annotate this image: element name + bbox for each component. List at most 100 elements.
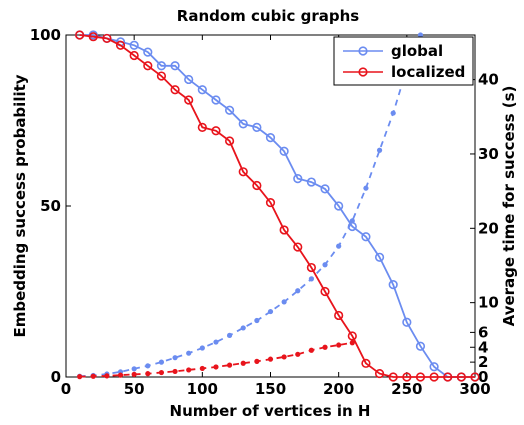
data-point-localized-probability: [156, 71, 167, 81]
x-axis-label: Number of vertices in H: [170, 402, 371, 420]
y-left-tick-label: 100: [30, 26, 61, 44]
data-point-localized-probability: [334, 310, 344, 321]
y-right-tick-label: 30: [478, 145, 499, 163]
data-point-localized-time: [322, 344, 328, 350]
series-line-localized-probability: [79, 34, 475, 378]
data-point-global-time: [254, 317, 260, 324]
data-point-localized-probability: [197, 122, 207, 132]
data-point-global-probability: [415, 341, 426, 351]
legend-marker-global: [358, 46, 368, 56]
data-point-global-time: [213, 339, 219, 345]
data-point-global-probability: [361, 232, 371, 242]
x-tick-label: 100: [187, 380, 218, 398]
data-point-global-time: [281, 299, 287, 305]
x-tick-label: 150: [255, 380, 286, 398]
data-point-global-probability: [252, 122, 262, 132]
data-point-global-time: [349, 218, 355, 224]
data-point-global-probability: [129, 40, 139, 50]
data-point-localized-time: [267, 356, 274, 362]
y-right-tick-label: 6: [478, 323, 488, 341]
data-point-global-probability: [388, 280, 398, 290]
data-point-localized-probability: [252, 180, 262, 191]
data-point-localized-time: [104, 373, 110, 379]
data-point-global-time: [308, 276, 314, 282]
data-point-localized-probability: [415, 372, 426, 382]
data-point-localized-probability: [374, 368, 385, 379]
x-tick-label: 0: [61, 380, 71, 398]
data-point-localized-time: [336, 342, 342, 348]
data-point-localized-probability: [470, 372, 480, 382]
y-right-tick-label: 40: [478, 71, 499, 89]
data-point-localized-probability: [238, 167, 248, 177]
data-point-global-probability: [429, 362, 439, 372]
data-point-global-time: [158, 359, 165, 365]
data-point-global-time: [363, 185, 369, 191]
x-tick-label: 200: [323, 380, 354, 398]
data-point-localized-probability: [115, 40, 126, 50]
data-point-global-probability: [279, 146, 289, 156]
data-point-localized-time: [117, 372, 124, 378]
data-point-global-time: [295, 288, 301, 294]
data-point-localized-probability: [402, 372, 412, 382]
data-point-localized-time: [145, 371, 151, 377]
data-point-localized-probability: [102, 33, 112, 44]
data-point-global-time: [267, 308, 274, 315]
data-point-localized-probability: [88, 32, 98, 42]
data-point-localized-time: [199, 365, 205, 372]
legend-label-global: global: [391, 42, 443, 60]
data-point-global-probability: [211, 95, 221, 105]
data-point-global-probability: [170, 61, 180, 71]
data-point-global-time: [390, 110, 396, 116]
data-point-localized-probability: [320, 286, 330, 297]
data-point-localized-probability: [456, 372, 466, 382]
data-point-global-time: [186, 350, 192, 356]
data-point-global-time: [336, 243, 342, 249]
data-point-localized-time: [90, 373, 96, 379]
data-point-localized-time: [295, 351, 301, 357]
data-point-global-probability: [265, 133, 276, 143]
data-point-localized-probability: [170, 85, 180, 95]
y-right-tick-label: 0: [478, 368, 488, 386]
y-left-tick-label: 0: [51, 368, 61, 386]
data-point-localized-probability: [225, 136, 235, 146]
data-point-localized-probability: [306, 262, 317, 273]
data-point-localized-time: [186, 367, 192, 373]
y-left-tick-label: 50: [40, 197, 61, 215]
legend-box: [333, 36, 474, 86]
y-axis-right-label: Average time for success (s): [500, 86, 518, 327]
data-point-localized-time: [254, 358, 260, 364]
data-point-global-probability: [374, 252, 385, 262]
data-point-global-probability: [143, 47, 153, 57]
y-right-tick-label: 20: [478, 219, 499, 237]
data-point-localized-probability: [361, 358, 371, 368]
data-point-global-probability: [306, 177, 317, 187]
data-point-global-probability: [334, 201, 344, 211]
data-point-localized-time: [281, 354, 287, 360]
data-point-global-probability: [320, 184, 330, 194]
data-point-localized-probability: [429, 372, 439, 382]
data-point-localized-time: [213, 364, 219, 370]
data-point-localized-probability: [211, 126, 221, 136]
data-point-global-time: [145, 363, 151, 369]
data-point-global-probability: [156, 61, 167, 71]
data-point-localized-probability: [279, 225, 289, 235]
data-point-global-time: [417, 32, 424, 38]
series-layer: [75, 30, 480, 382]
legend: global localized: [333, 36, 474, 86]
data-point-localized-probability: [443, 372, 453, 382]
data-point-localized-probability: [388, 372, 398, 382]
data-point-localized-probability: [184, 95, 194, 105]
data-point-localized-time: [240, 360, 246, 366]
data-point-global-time: [376, 147, 383, 153]
data-point-global-probability: [238, 119, 248, 129]
data-point-localized-time: [131, 371, 137, 377]
data-point-localized-probability: [293, 242, 303, 252]
chart-title: Random cubic graphs: [177, 7, 359, 25]
x-tick-label: 250: [391, 380, 422, 398]
data-point-global-probability: [197, 85, 207, 95]
data-point-localized-probability: [129, 50, 139, 61]
legend-marker-localized: [358, 67, 368, 77]
data-point-localized-probability: [75, 30, 85, 40]
